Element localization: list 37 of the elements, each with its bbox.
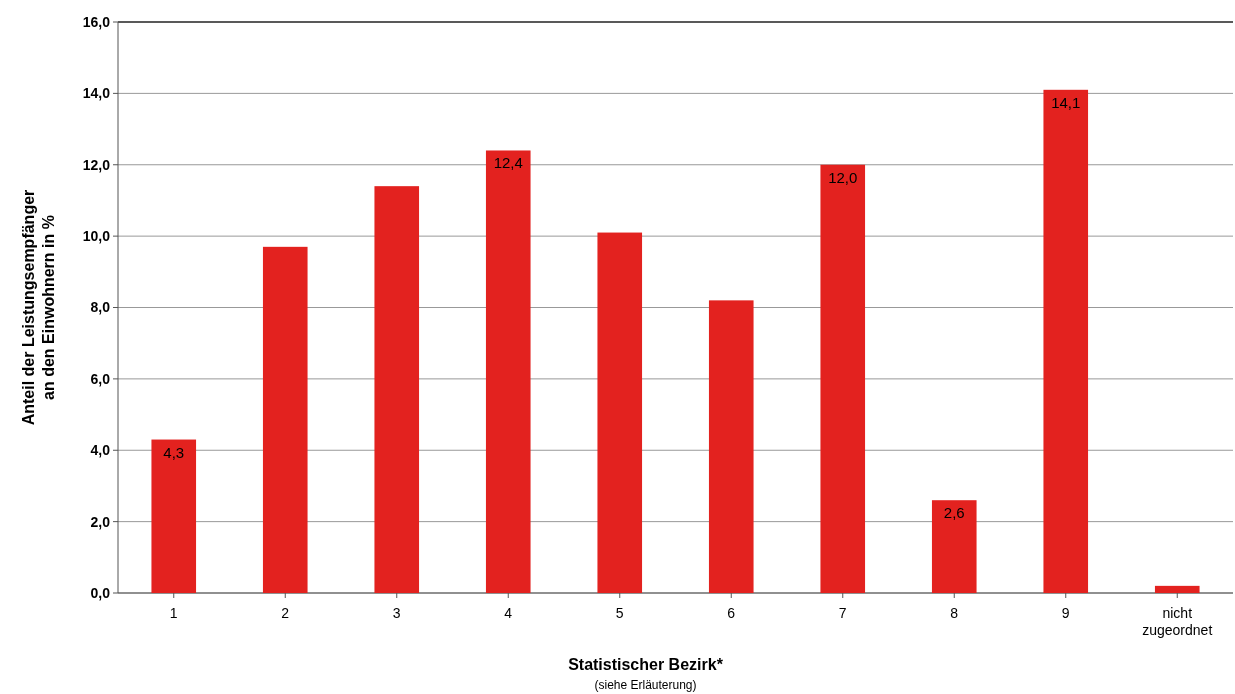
y-tick-label: 16,0 bbox=[82, 13, 111, 30]
bar bbox=[931, 500, 977, 593]
x-tick-label: 5 bbox=[615, 605, 624, 621]
y-tick-label: 8,0 bbox=[90, 299, 111, 316]
bar bbox=[708, 300, 754, 593]
x-tick-label: 8 bbox=[950, 605, 959, 621]
y-tick-label: 0,0 bbox=[90, 584, 111, 601]
y-tick-label: 2,0 bbox=[90, 513, 111, 530]
bar bbox=[1043, 89, 1089, 593]
bar bbox=[597, 232, 643, 593]
x-tick-label: 1 bbox=[169, 605, 178, 621]
y-tick-label: 10,0 bbox=[82, 228, 111, 245]
text: (siehe Erläuterung) bbox=[594, 678, 697, 692]
data-label: 2,6 bbox=[943, 504, 965, 522]
y-tick-label: 4,0 bbox=[90, 442, 111, 459]
y-tick-label: 12,0 bbox=[82, 156, 111, 173]
y-axis-title: Anteil der Leistungsempfänger an den Einwohnern in % bbox=[20, 189, 57, 426]
x-tick-label: 2 bbox=[281, 605, 290, 621]
x-tick-label: 4 bbox=[504, 605, 513, 621]
data-label: 12,0 bbox=[828, 168, 858, 186]
data-label: 4,3 bbox=[163, 443, 185, 461]
x-axis-title: Statistischer Bezirk* bbox=[568, 656, 724, 673]
x-tick-label: nicht zugeordnet bbox=[1142, 605, 1213, 638]
x-tick-label: 3 bbox=[392, 605, 401, 621]
data-label: 12,4 bbox=[493, 154, 523, 172]
bar bbox=[485, 150, 531, 593]
bar bbox=[374, 186, 420, 593]
bar bbox=[262, 246, 308, 593]
data-label: 14,1 bbox=[1051, 93, 1081, 111]
y-tick-label: 6,0 bbox=[90, 370, 111, 387]
x-tick-label: 6 bbox=[727, 605, 736, 621]
bar bbox=[1154, 585, 1200, 593]
bar bbox=[151, 439, 197, 593]
x-tick-label: 7 bbox=[838, 605, 847, 621]
x-tick-label: 9 bbox=[1061, 605, 1070, 621]
bar bbox=[820, 164, 866, 593]
y-tick-label: 14,0 bbox=[82, 85, 111, 102]
